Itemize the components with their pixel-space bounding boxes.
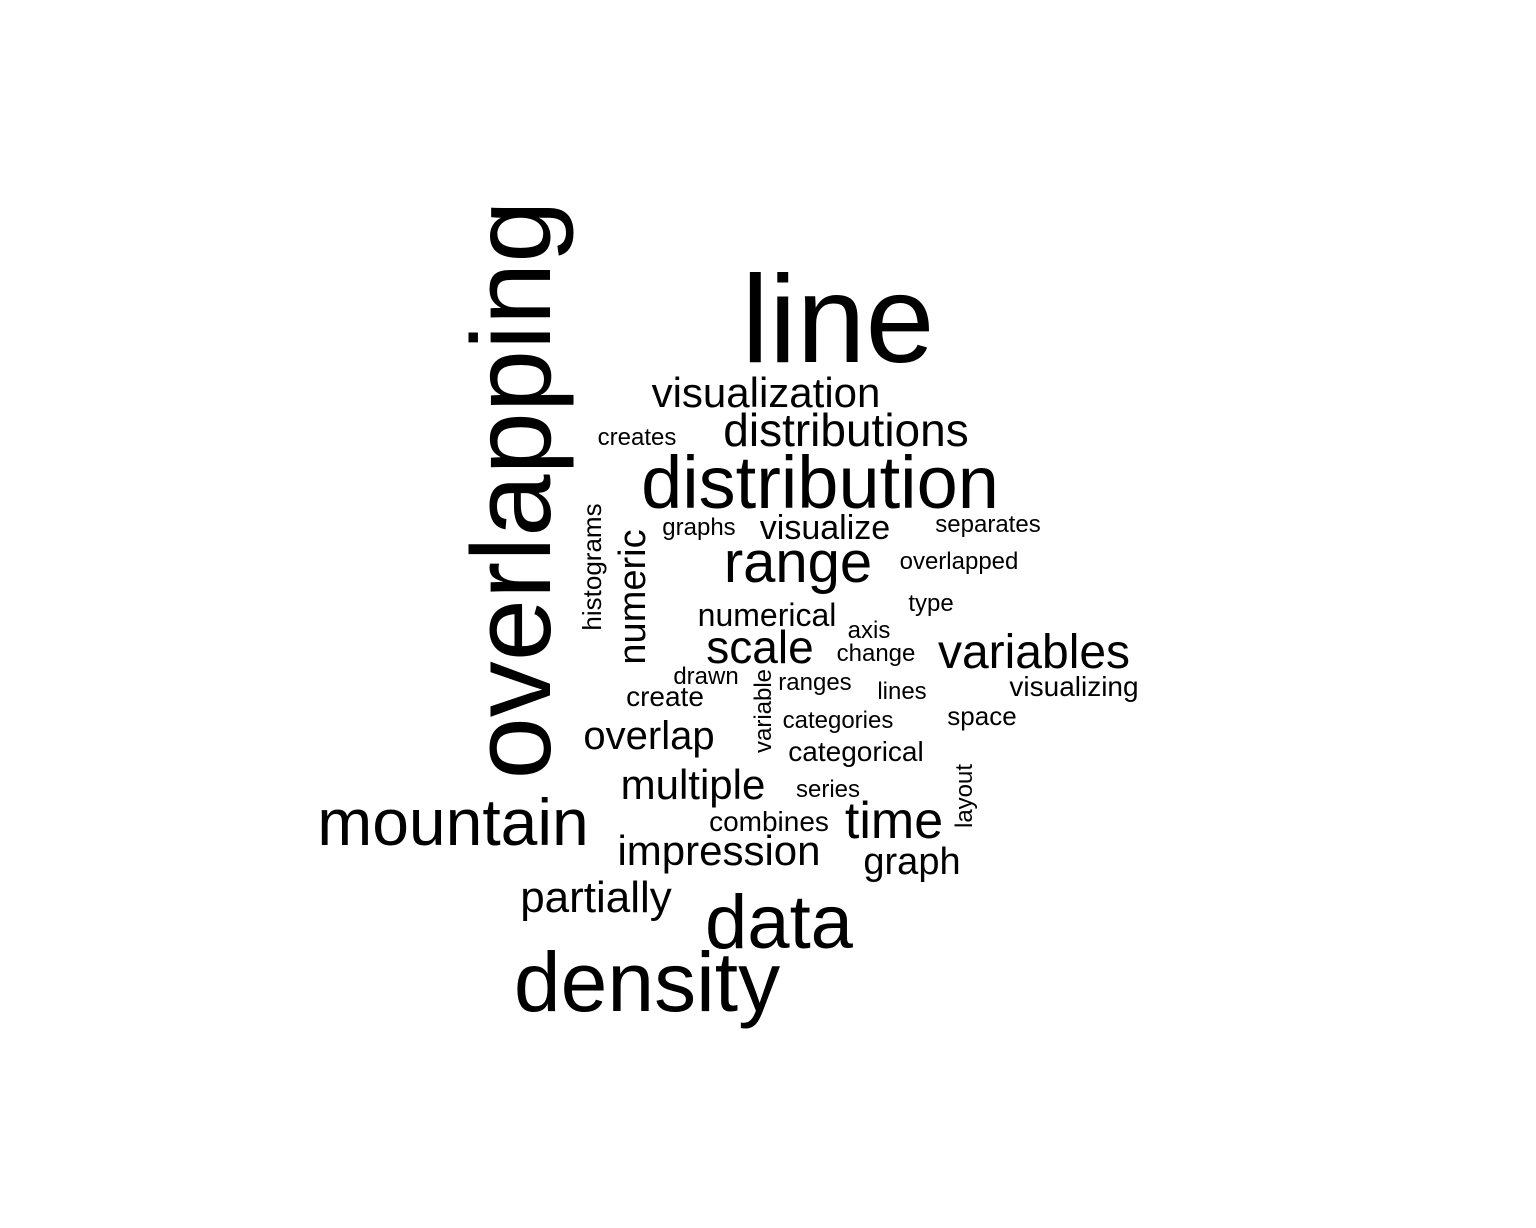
word-numeric: numeric	[612, 529, 654, 664]
word-histograms: histograms	[577, 503, 607, 630]
word-numerical: numerical	[698, 597, 837, 633]
word-graphs: graphs	[662, 514, 735, 541]
word-range: range	[724, 530, 872, 595]
word-scale: scale	[706, 621, 813, 673]
word-variables: variables	[938, 626, 1130, 679]
word-overlap: overlap	[583, 714, 714, 758]
word-space: space	[947, 701, 1016, 731]
word-type: type	[908, 590, 953, 617]
word-partially: partially	[520, 873, 672, 922]
word-mountain: mountain	[317, 785, 589, 859]
word-distribution: distribution	[641, 441, 999, 524]
word-overlapping: overlapping	[449, 200, 574, 779]
word-line: line	[741, 251, 934, 389]
word-lines: lines	[877, 678, 926, 705]
word-combines: combines	[709, 806, 829, 837]
word-series: series	[796, 776, 860, 803]
word-categories: categories	[783, 707, 894, 734]
word-density: density	[514, 935, 780, 1029]
word-impression: impression	[617, 827, 820, 874]
word-variable: variable	[750, 669, 777, 753]
word-visualize: visualize	[760, 509, 890, 547]
word-drawn: drawn	[673, 663, 738, 690]
word-visualization: visualization	[652, 369, 881, 416]
word-categorical: categorical	[788, 736, 923, 767]
word-axis: axis	[848, 617, 891, 644]
word-multiple: multiple	[621, 761, 766, 808]
word-distributions: distributions	[723, 404, 968, 456]
word-change: change	[837, 640, 916, 667]
word-data: data	[705, 880, 854, 965]
word-creates: creates	[598, 424, 677, 451]
word-time: time	[845, 792, 943, 850]
word-layout: layout	[951, 764, 978, 828]
word-overlapped: overlapped	[900, 548, 1019, 575]
word-create: create	[626, 681, 704, 712]
word-ranges: ranges	[778, 669, 851, 696]
word-visualizing: visualizing	[1009, 671, 1138, 702]
word-graph: graph	[863, 841, 960, 883]
word-separates: separates	[935, 511, 1040, 538]
